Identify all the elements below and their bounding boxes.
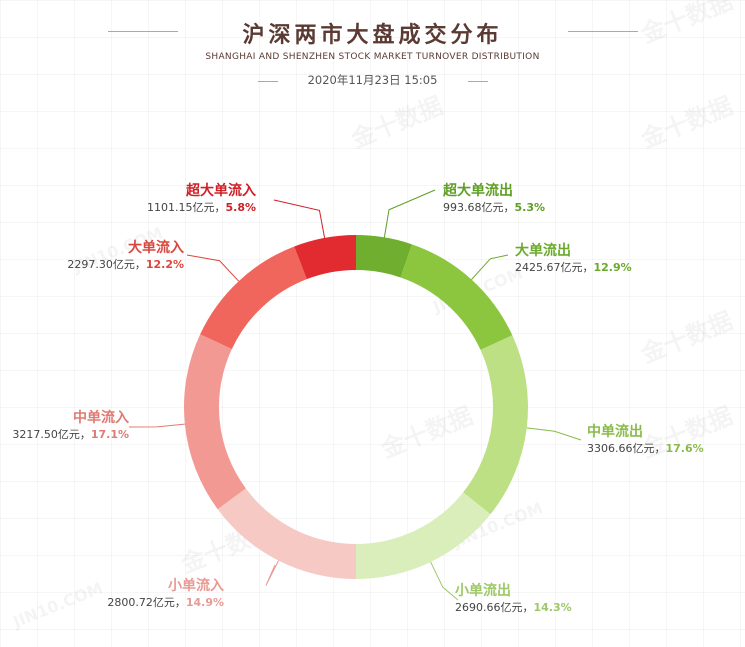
slice-percent: 12.2% — [145, 257, 184, 271]
donut-slice — [463, 335, 528, 515]
slice-name: 小单流入 — [168, 578, 224, 594]
slice-name: 大单流入 — [128, 240, 184, 256]
watermark-text: 金十数据 — [636, 0, 736, 49]
watermark-text: 金十数据 — [636, 307, 736, 369]
slice-value: 2800.72亿元，14.9% — [107, 596, 224, 610]
title-rule-left — [108, 31, 178, 32]
watermark-text: 金十数据 — [376, 402, 476, 464]
slice-percent: 17.6% — [665, 441, 704, 455]
leader-line — [526, 427, 582, 441]
watermark-text: 金十数据 — [636, 92, 736, 154]
slice-label: 小单流出 2690.66亿元，14.3% — [455, 583, 572, 614]
slice-name: 超大单流入 — [186, 183, 256, 199]
watermark-text: 金十数据 — [346, 92, 446, 154]
slice-amount: 993.68亿元， — [443, 200, 515, 214]
title-rule-right — [568, 31, 638, 32]
slice-amount: 2425.67亿元， — [515, 260, 594, 274]
donut-slice — [356, 235, 412, 278]
leader-line — [471, 254, 509, 280]
slice-amount: 3217.50亿元， — [12, 427, 91, 441]
date-rule-left — [258, 81, 278, 82]
slice-amount: 3306.66亿元， — [587, 441, 666, 455]
page-subtitle: SHANGHAI AND SHENZHEN STOCK MARKET TURNO… — [205, 52, 540, 62]
leader-line — [273, 199, 326, 238]
slice-percent: 12.9% — [593, 260, 632, 274]
slice-value: 2425.67亿元，12.9% — [515, 261, 632, 275]
slice-label: 超大单流入 1101.15亿元，5.8% — [147, 183, 256, 214]
slice-name: 中单流出 — [587, 424, 643, 440]
donut-slice — [200, 246, 307, 350]
slice-label: 中单流入 3217.50亿元，17.1% — [12, 410, 129, 441]
slice-value: 3217.50亿元，17.1% — [12, 428, 129, 442]
slice-value: 1101.15亿元，5.8% — [147, 201, 256, 215]
slice-amount: 2297.30亿元， — [67, 257, 146, 271]
slice-name: 小单流出 — [455, 583, 511, 599]
header: 沪深两市大盘成交分布 SHANGHAI AND SHENZHEN STOCK M… — [0, 0, 745, 95]
timestamp: 2020年11月23日 15:05 — [307, 73, 438, 87]
slice-label: 小单流入 2800.72亿元，14.9% — [107, 578, 224, 609]
leader-line — [128, 423, 185, 428]
leader-line — [265, 560, 279, 586]
leader-line — [383, 189, 436, 238]
donut-slice — [356, 492, 491, 579]
slice-percent: 17.1% — [90, 427, 129, 441]
slice-label: 大单流入 2297.30亿元，12.2% — [67, 240, 184, 271]
slice-percent: 14.3% — [533, 600, 572, 614]
slice-value: 993.68亿元，5.3% — [443, 201, 545, 215]
leader-line — [186, 254, 240, 282]
slice-amount: 2690.66亿元， — [455, 600, 534, 614]
slice-value: 2690.66亿元，14.3% — [455, 601, 572, 615]
slice-label: 大单流出 2425.67亿元，12.9% — [515, 243, 632, 274]
slice-label: 中单流出 3306.66亿元，17.6% — [587, 424, 704, 455]
page-title: 沪深两市大盘成交分布 — [242, 23, 503, 48]
slice-label: 超大单流出 993.68亿元，5.3% — [443, 183, 545, 214]
slice-percent: 5.3% — [514, 200, 546, 214]
leader-line — [430, 561, 459, 601]
slice-value: 2297.30亿元，12.2% — [67, 258, 184, 272]
slice-percent: 14.9% — [185, 595, 224, 609]
donut-slice — [184, 334, 246, 510]
slice-percent: 5.8% — [225, 200, 256, 214]
slice-name: 大单流出 — [515, 243, 571, 259]
donut-slice — [217, 488, 356, 579]
donut-slice — [400, 244, 513, 350]
slice-amount: 1101.15亿元， — [146, 200, 226, 214]
slice-amount: 2800.72亿元， — [107, 595, 186, 609]
date-rule-right — [468, 81, 488, 82]
donut-slice — [294, 235, 356, 280]
slice-name: 超大单流出 — [443, 183, 513, 199]
slice-value: 3306.66亿元，17.6% — [587, 442, 704, 456]
slice-name: 中单流入 — [73, 410, 129, 426]
watermark-text: JIN10.COM — [9, 578, 105, 632]
